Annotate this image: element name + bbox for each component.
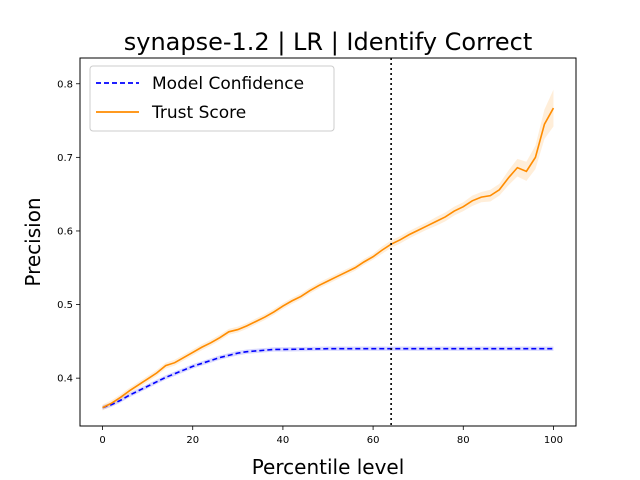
x-axis-ticks: 0 20 40 60 80 100: [99, 426, 563, 446]
x-tick-label: 80: [457, 435, 470, 446]
legend-label-model-confidence: Model Confidence: [152, 74, 304, 94]
model-confidence-line: [102, 347, 554, 409]
y-axis-title: Precision: [21, 197, 45, 286]
series-lines: [102, 107, 555, 409]
x-tick-label: 0: [99, 435, 105, 446]
y-tick-label: 0.7: [57, 153, 73, 164]
x-tick-label: 60: [367, 435, 380, 446]
legend-box: [89, 65, 335, 132]
y-tick-label: 0.8: [57, 79, 73, 90]
y-tick-label: 0.6: [57, 226, 73, 237]
x-tick-label: 100: [544, 435, 563, 446]
chart-title: synapse-1.2 | LR | Identify Correct: [124, 28, 533, 56]
y-tick-label: 0.5: [57, 300, 73, 311]
y-axis-ticks: 0.4 0.5 0.6 0.7 0.8: [57, 79, 80, 385]
x-axis-title: Percentile level: [252, 455, 405, 479]
legend-label-trust-score: Trust Score: [151, 103, 246, 123]
plot-frame: [79, 57, 577, 427]
x-tick-label: 40: [277, 435, 290, 446]
trust-score-line: [102, 107, 555, 409]
y-tick-label: 0.4: [57, 374, 73, 385]
legend: Model Confidence Trust Score: [89, 65, 335, 132]
x-tick-label: 20: [186, 435, 199, 446]
